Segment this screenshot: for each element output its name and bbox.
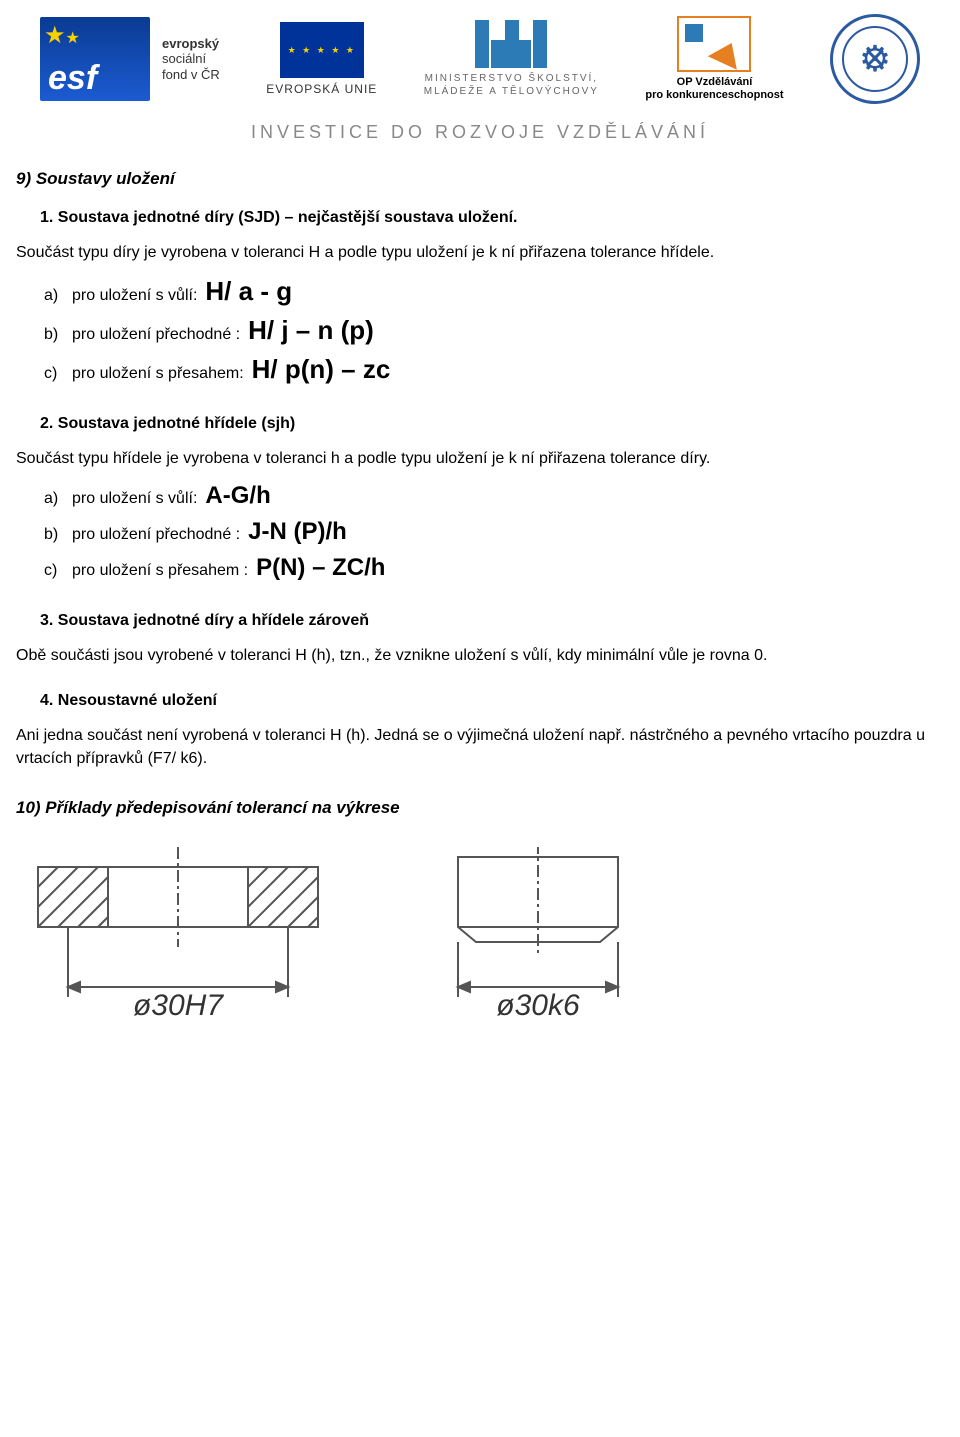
document-body: 9) Soustavy uložení 1. Soustava jednotné… — [0, 167, 960, 1051]
list-item: a)pro uložení s vůlí: H/ a - g — [44, 278, 944, 307]
para-4: Ani jedna součást není vyrobená v tolera… — [16, 724, 944, 770]
op-icon — [677, 16, 751, 72]
op-logo: OP Vzdělávání pro konkurenceschopnost — [645, 16, 783, 102]
eu-label: EVROPSKÁ UNIE — [266, 82, 377, 96]
list-1: a)pro uložení s vůlí: H/ a - g b)pro ulo… — [44, 278, 944, 386]
msmt-line1: MINISTERSTVO ŠKOLSTVÍ, — [424, 72, 599, 85]
subsection-4-head: 4. Nesoustavné uložení — [40, 689, 944, 712]
figure-1: ø30H7 — [28, 847, 328, 1027]
para-2: Součást typu hřídele je vyrobena v toler… — [16, 447, 944, 470]
list-item: b)pro uložení přechodné : H/ j – n (p) — [44, 317, 944, 346]
para-1: Součást typu díry je vyrobena v toleranc… — [16, 241, 944, 264]
fig1-label: ø30H7 — [133, 989, 224, 1022]
op-line1: OP Vzdělávání — [645, 76, 783, 89]
list-item: b)pro uložení přechodné : J-N (P)/h — [44, 520, 944, 546]
esf-side-line2: sociální — [162, 51, 220, 67]
subsection-2-head: 2. Soustava jednotné hřídele (sjh) — [40, 412, 944, 435]
figures-row: ø30H7 ø30k6 — [16, 835, 944, 1027]
para-3: Obě součásti jsou vyrobené v toleranci H… — [16, 644, 944, 667]
esf-side-line3: fond v ČR — [162, 67, 220, 83]
school-seal-icon — [830, 14, 920, 104]
eu-logo: ★ ★ ★ ★ ★ EVROPSKÁ UNIE — [266, 22, 377, 96]
list-item: c)pro uložení s přesahem: H/ p(n) – zc — [44, 356, 944, 385]
esf-side-line1: evropský — [162, 36, 220, 52]
subsection-1-head: 1. Soustava jednotné díry (SJD) – nejčas… — [40, 206, 944, 229]
msmt-icon — [475, 20, 547, 68]
esf-logo: ★★ esf evropský sociální fond v ČR — [40, 17, 220, 101]
section-10-head: 10) Příklady předepisování tolerancí na … — [16, 796, 944, 821]
msmt-logo: MINISTERSTVO ŠKOLSTVÍ, MLÁDEŽE A TĚLOVÝC… — [424, 20, 599, 98]
op-line2: pro konkurenceschopnost — [645, 89, 783, 102]
eu-flag-icon: ★ ★ ★ ★ ★ — [280, 22, 364, 78]
header-logos: ★★ esf evropský sociální fond v ČR ★ ★ ★… — [0, 0, 960, 167]
list-2: a)pro uložení s vůlí: A-G/h b)pro uložen… — [44, 484, 944, 583]
esf-stars-icon: ★★ — [44, 21, 80, 50]
list-item: c)pro uložení s přesahem : P(N) – ZC/h — [44, 556, 944, 582]
figure-2: ø30k6 — [408, 847, 668, 1027]
esf-badge-text: esf — [48, 61, 142, 95]
fig2-label: ø30k6 — [496, 989, 580, 1022]
list-item: a)pro uložení s vůlí: A-G/h — [44, 484, 944, 510]
msmt-line2: MLÁDEŽE A TĚLOVÝCHOVY — [424, 85, 599, 98]
subsection-3-head: 3. Soustava jednotné díry a hřídele záro… — [40, 609, 944, 632]
section-9-head: 9) Soustavy uložení — [16, 167, 944, 192]
header-tagline: INVESTICE DO ROZVOJE VZDĚLÁVÁNÍ — [16, 122, 944, 143]
